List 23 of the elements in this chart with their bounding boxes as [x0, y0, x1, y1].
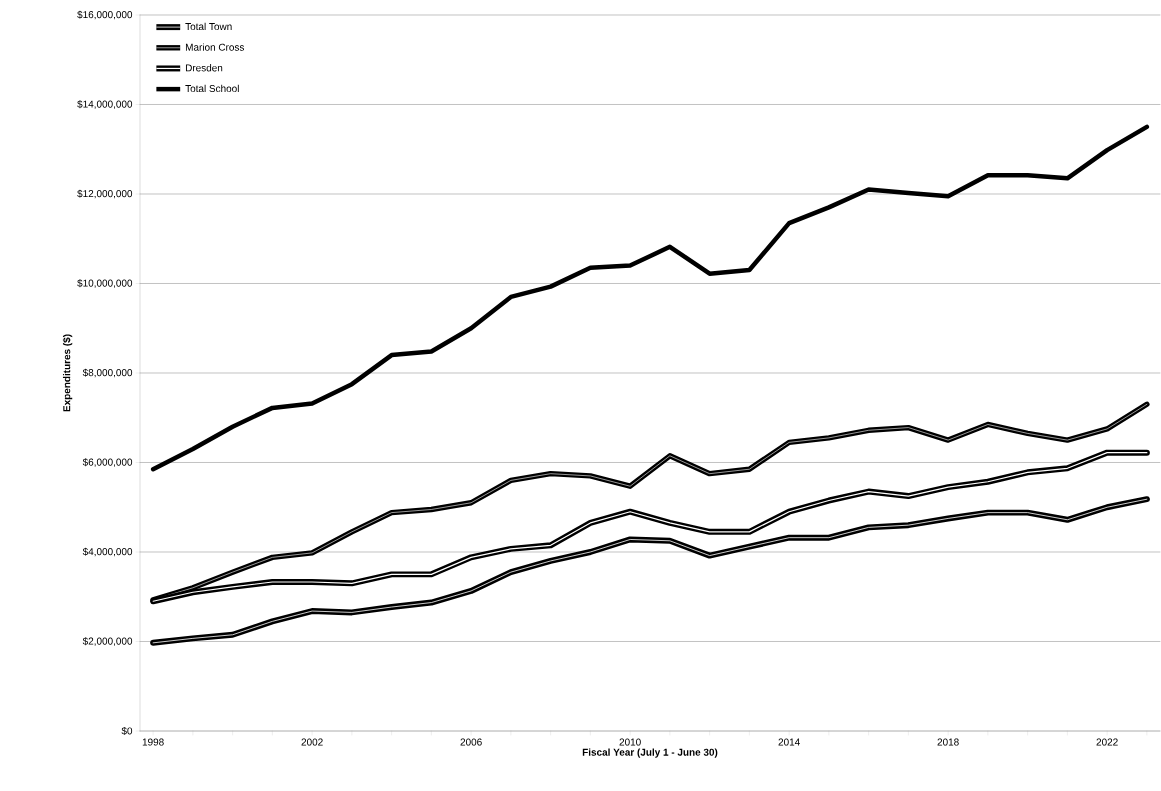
y-tick-label: $12,000,000	[77, 189, 133, 199]
legend-label: Marion Cross	[185, 43, 245, 51]
line-series	[150, 124, 1150, 472]
y-tick-label: $2,000,000	[82, 637, 133, 646]
y-tick-label: $16,000,000	[77, 10, 133, 20]
x-tick-label: 2002	[301, 738, 323, 746]
y-tick-label: $6,000,000	[82, 458, 133, 467]
y-tick-label: $0	[121, 726, 133, 736]
y-tick-label: $8,000,000	[82, 368, 133, 378]
y-axis-title: Expenditures ($)	[62, 334, 73, 412]
y-tick-label: $4,000,000	[82, 547, 133, 557]
y-tick-label: $14,000,000	[77, 100, 133, 109]
legend-label: Total Town	[185, 22, 232, 31]
x-tick-label: 2010	[619, 738, 641, 746]
x-tick-label: 1998	[142, 738, 164, 746]
x-tick-label: 2018	[937, 738, 959, 746]
x-tick-label: 2014	[778, 738, 800, 746]
x-axis-title: Fiscal Year (July 1 - June 30)	[582, 748, 718, 758]
legend-label: Dresden	[185, 64, 223, 72]
legend-label: Total School	[185, 84, 239, 93]
y-tick-label: $10,000,000	[77, 279, 133, 288]
x-tick-label: 2022	[1096, 738, 1118, 746]
x-tick-label: 2006	[460, 738, 482, 746]
